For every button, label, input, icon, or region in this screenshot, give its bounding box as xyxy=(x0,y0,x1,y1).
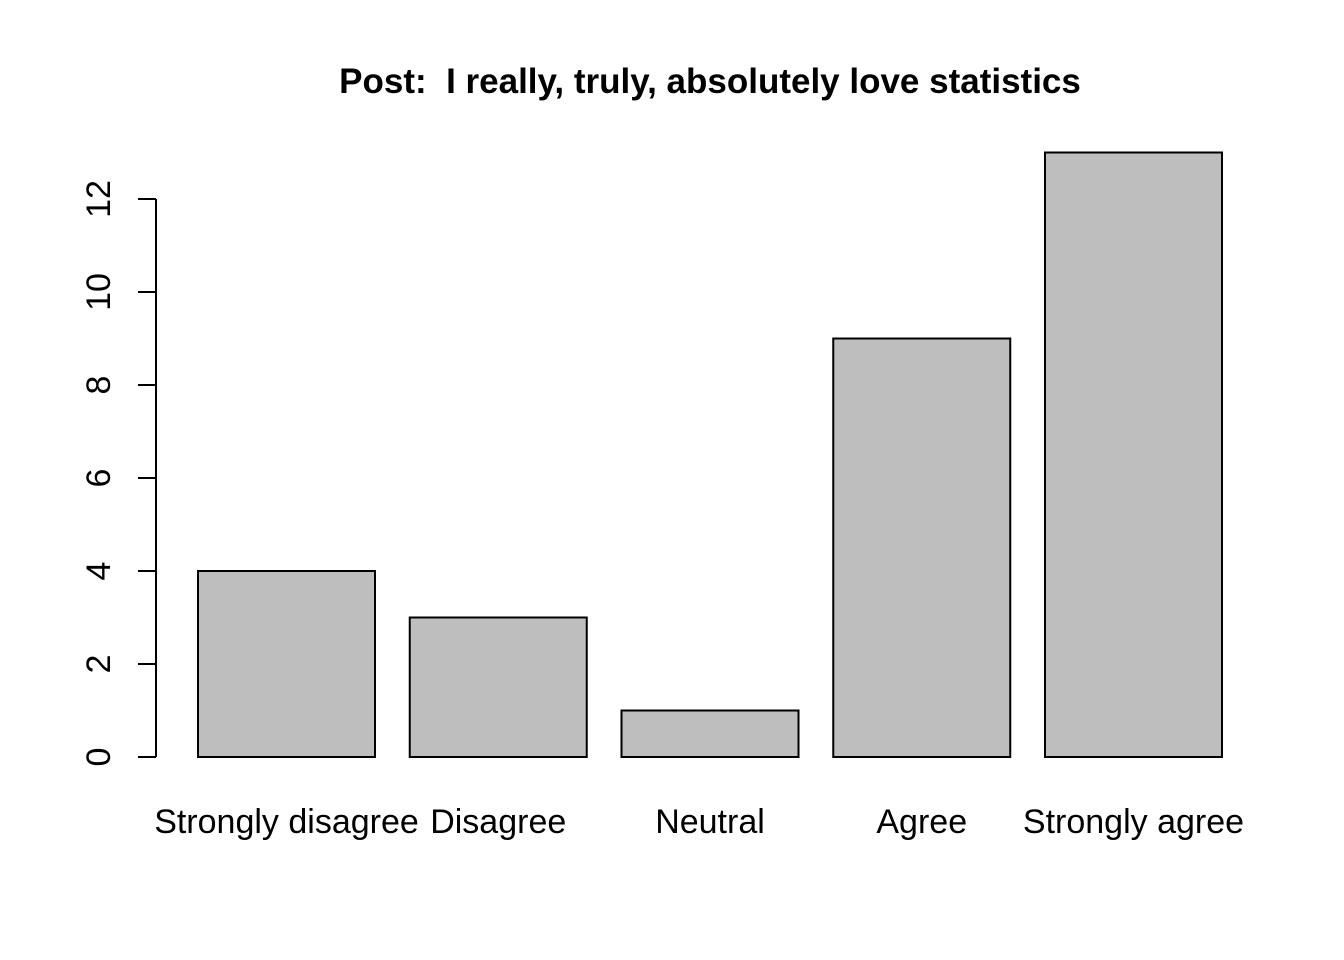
x-category-labels: Strongly disagree Disagree Neutral Agree Str… xyxy=(154,803,1244,841)
y-tick-label: 4 xyxy=(80,562,118,581)
y-tick-label: 6 xyxy=(80,469,118,488)
x-category-label: Neutral xyxy=(655,803,765,841)
bars-group xyxy=(197,151,1223,758)
bar-agree xyxy=(832,337,1012,758)
y-axis: 0 2 4 6 8 10 12 xyxy=(80,180,157,767)
chart-title: Post: I really, truly, absolutely love s… xyxy=(339,62,1081,101)
x-category-label: Strongly disagree xyxy=(154,803,419,841)
y-tick-label: 0 xyxy=(80,748,118,767)
x-category-label: Strongly agree xyxy=(1023,803,1244,841)
y-tick-label: 2 xyxy=(80,655,118,674)
x-category-label: Disagree xyxy=(430,803,566,841)
x-category-label: Agree xyxy=(876,803,967,841)
bar-strongly-disagree xyxy=(197,570,376,758)
bar-strongly-agree xyxy=(1044,151,1223,758)
bar-disagree xyxy=(408,616,588,758)
y-tick-label: 12 xyxy=(80,180,118,218)
y-tick-label: 8 xyxy=(80,376,118,395)
bar-neutral xyxy=(620,709,800,758)
y-tick-label: 10 xyxy=(80,273,118,311)
